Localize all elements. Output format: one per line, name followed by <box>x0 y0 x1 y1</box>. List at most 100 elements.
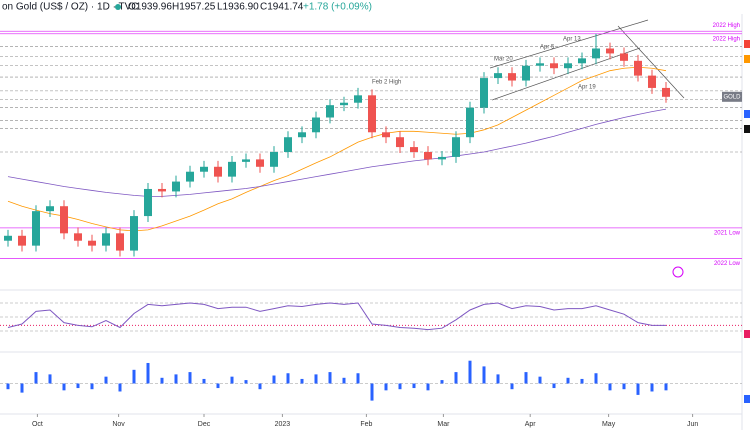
histogram-bar <box>244 380 248 384</box>
x-tick-label: Apr <box>525 421 537 428</box>
ohlc-high: H1957.25 <box>172 2 216 13</box>
histogram-bar <box>356 373 360 384</box>
moving-average <box>7 66 667 232</box>
histogram-bar <box>510 383 514 390</box>
histogram-bar <box>202 378 206 384</box>
x-tick-label: Nov <box>112 421 125 428</box>
channel-upper <box>489 19 649 69</box>
candle-body <box>424 152 432 160</box>
histogram-bar <box>468 360 472 384</box>
histogram-bar <box>370 383 374 401</box>
annotation: Feb 2 High <box>372 80 401 86</box>
candle-body <box>144 188 152 217</box>
candle-body <box>298 132 306 138</box>
candle-body <box>606 48 614 54</box>
candle-body <box>648 75 656 88</box>
candle-body <box>620 53 628 61</box>
candle-body <box>200 166 208 172</box>
candle-body <box>228 161 236 177</box>
histogram-bar <box>412 383 416 389</box>
ohlc-open: O1939.96 <box>128 2 172 13</box>
key-level-label: 2022 High <box>713 36 740 42</box>
trend-down <box>617 25 685 99</box>
icon <box>672 266 684 278</box>
candle-body <box>74 233 82 241</box>
annotation: Apr 5 <box>540 45 555 51</box>
candle-body <box>214 166 222 177</box>
candle-body <box>242 159 250 162</box>
tag <box>744 40 750 48</box>
candle-body <box>662 87 670 97</box>
histogram-bar <box>496 374 500 384</box>
histogram-bar <box>608 383 612 391</box>
histogram-bar <box>132 369 136 384</box>
histogram-bar <box>482 366 486 384</box>
histogram-bar <box>636 383 640 395</box>
candle-body <box>326 105 334 118</box>
candle-body <box>564 63 572 69</box>
candle-body <box>368 95 376 133</box>
tag <box>744 330 750 338</box>
histogram-bar <box>272 375 276 384</box>
candle-body <box>186 171 194 182</box>
key-level-label: 2022 Low <box>714 261 741 267</box>
candle-body <box>256 159 264 167</box>
candle-body <box>340 102 348 106</box>
histogram-bar <box>146 362 150 384</box>
candle-body <box>158 188 166 192</box>
histogram-bar <box>524 372 528 384</box>
candle-body <box>102 233 110 246</box>
candle-body <box>172 181 180 192</box>
candle-body <box>536 63 544 66</box>
candle-body <box>4 235 12 241</box>
ohlc-low: L1936.90 <box>217 2 259 13</box>
histogram-bar <box>440 380 444 384</box>
tag <box>744 110 750 118</box>
x-tick-label: May <box>602 421 616 428</box>
histogram-bar <box>76 383 80 389</box>
candle-body <box>480 78 488 108</box>
symbol-tag-label: GOLD <box>723 94 741 100</box>
histogram-bar <box>328 372 332 384</box>
candle-body <box>508 73 516 81</box>
histogram-bar <box>104 376 108 384</box>
x-tick-label: Jun <box>687 421 698 428</box>
symbol-title: on Gold (US$ / OZ) · 1D · TVC <box>2 2 139 13</box>
histogram-bar <box>6 383 10 390</box>
candle-body <box>284 137 292 152</box>
histogram-bar <box>664 383 668 391</box>
ohlc-close: C1941.74 <box>260 2 304 13</box>
market-dot <box>115 4 121 10</box>
histogram-bar <box>20 383 24 393</box>
histogram-bar <box>286 373 290 384</box>
moving-average <box>7 108 667 197</box>
x-tick-label: Dec <box>198 421 211 428</box>
histogram-bar <box>314 374 318 384</box>
histogram-bar <box>566 377 570 384</box>
price-axis-tags <box>744 40 750 403</box>
candle-body <box>18 235 26 246</box>
histogram-bar <box>398 383 402 390</box>
histogram-bar <box>174 374 178 384</box>
histogram-bar <box>384 383 388 391</box>
key-level-label: 2021 Low <box>714 230 741 236</box>
candle-body <box>116 233 124 251</box>
annotation: Apr 19 <box>578 85 596 91</box>
histogram-bar <box>216 383 220 389</box>
histogram-bar <box>48 374 52 384</box>
histogram-bar <box>538 376 542 384</box>
symbol-tag <box>722 91 742 102</box>
candle-body <box>270 152 278 167</box>
tag <box>744 55 750 63</box>
histogram-bar <box>454 372 458 384</box>
candle-body <box>410 147 418 152</box>
tag <box>744 125 750 133</box>
candle-body <box>452 137 460 157</box>
histogram-bar <box>622 383 626 390</box>
histogram-bar <box>342 377 346 384</box>
rsi-line <box>7 302 666 331</box>
histogram-bar <box>300 378 304 384</box>
annotation: Mar 20 <box>494 57 513 63</box>
